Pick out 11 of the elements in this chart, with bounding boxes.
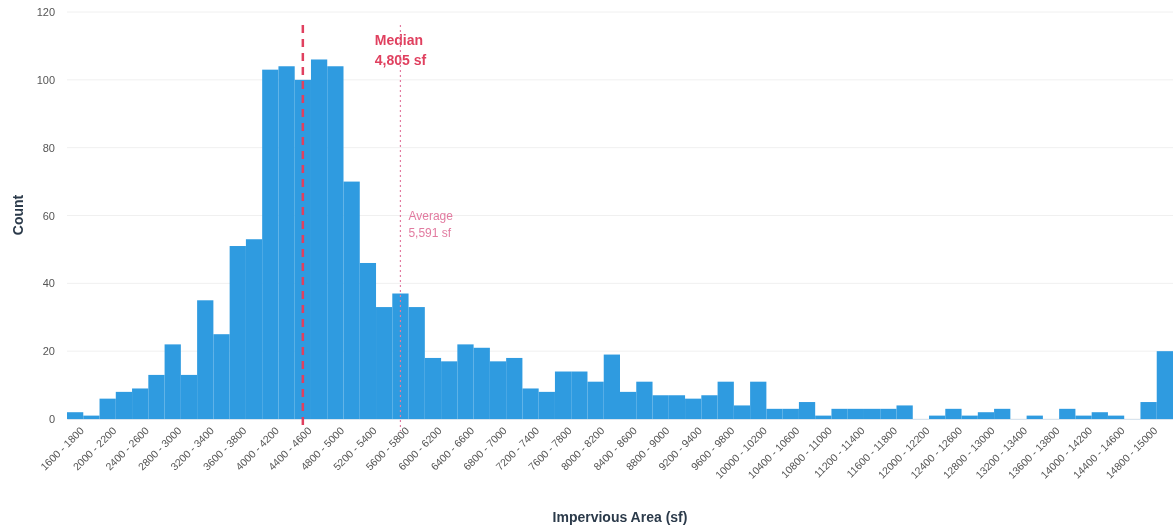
y-tick-label: 100 — [36, 73, 55, 86]
y-tick-label: 80 — [42, 141, 55, 154]
y-tick-label: 0 — [48, 413, 55, 426]
y-tick-label: 120 — [36, 6, 55, 19]
y-tick-label: 20 — [42, 345, 55, 358]
y-tick-label: 60 — [42, 209, 55, 222]
y-tick-label: 40 — [42, 277, 55, 290]
ref-line-label: Median 4,805 sf — [374, 32, 427, 68]
y-axis-title: Count — [10, 194, 26, 236]
x-axis-title: Impervious Area (sf) — [552, 509, 688, 525]
ref-line-label: Average 5,591 sf — [408, 209, 454, 240]
